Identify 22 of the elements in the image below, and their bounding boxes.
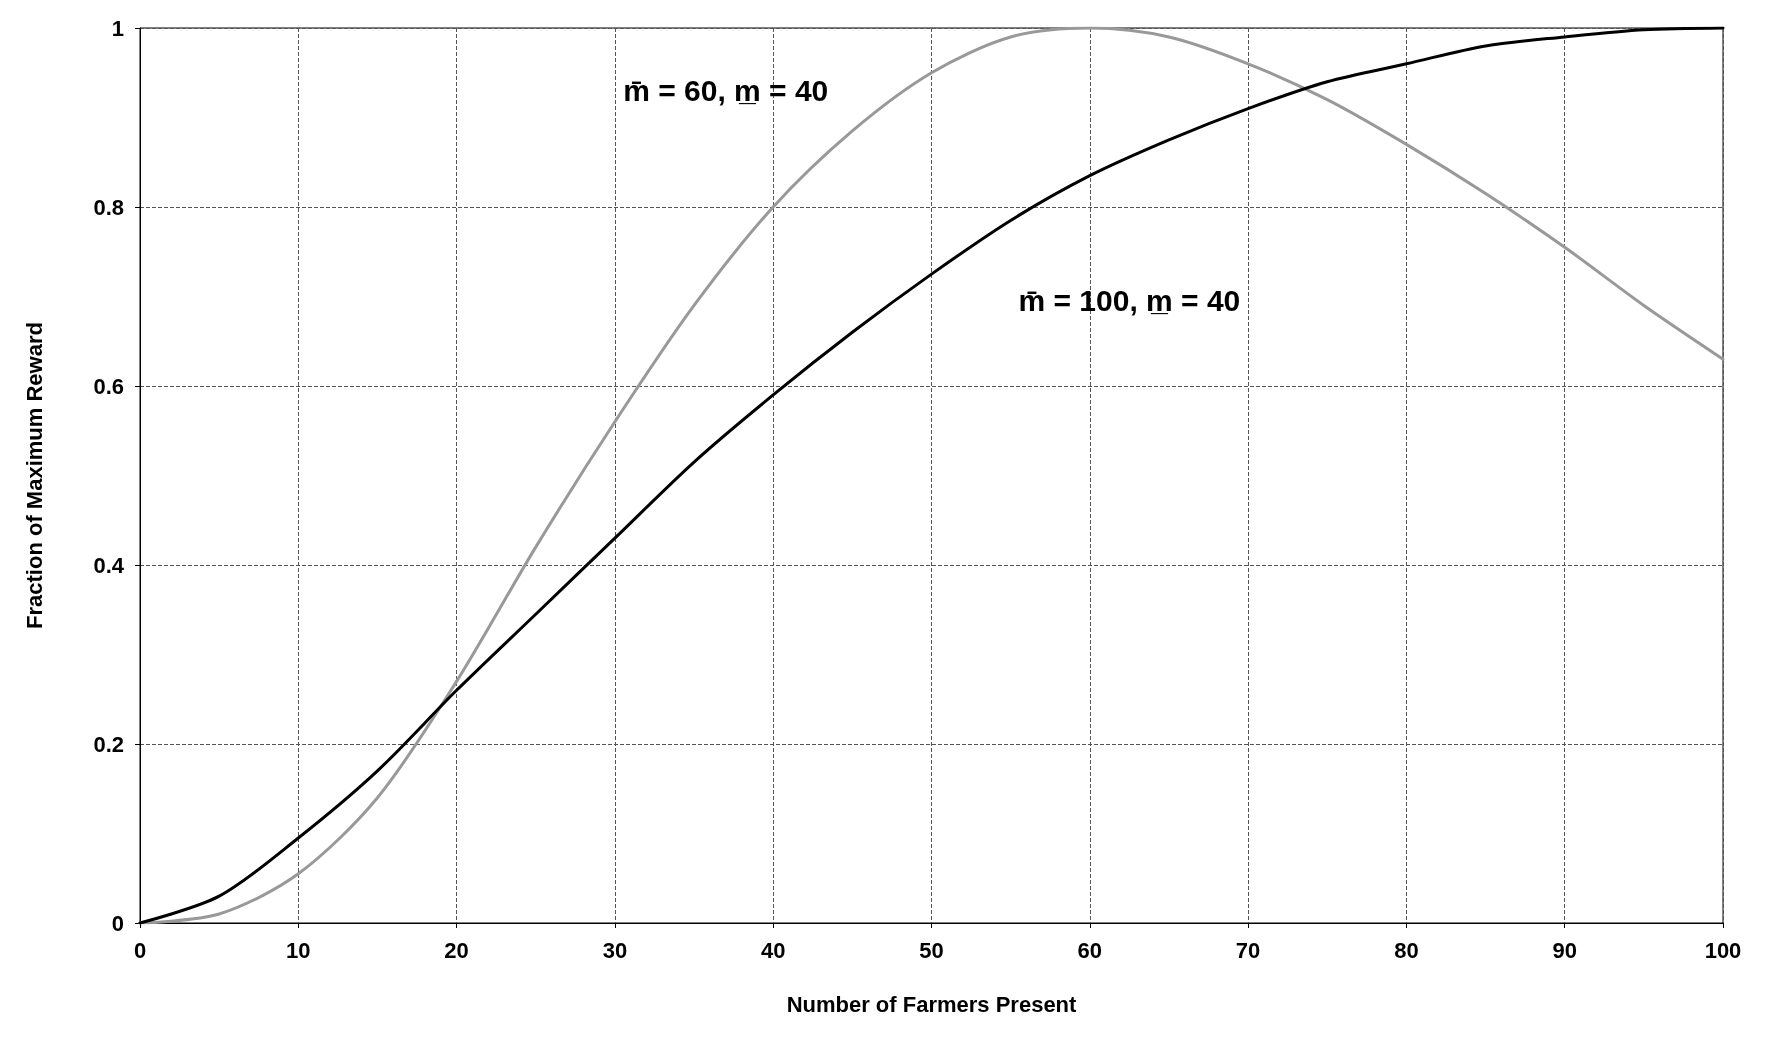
x-tick-label: 10 — [286, 937, 311, 963]
x-tick-label: 40 — [760, 937, 786, 963]
y-tick-label: 0.6 — [93, 373, 124, 399]
x-tick-label: 70 — [1235, 937, 1261, 963]
y-tick-label: 0.8 — [93, 194, 124, 220]
x-tick-label: 0 — [133, 937, 147, 963]
x-tick-label: 60 — [1077, 937, 1103, 963]
x-tick-label: 80 — [1394, 937, 1419, 963]
x-tick-label: 50 — [919, 937, 944, 963]
y-axis-title: Fraction of Maximum Reward — [21, 322, 47, 629]
series-label: m̄ = 100, m̲ = 40 — [1018, 284, 1241, 318]
x-tick-label: 90 — [1552, 937, 1577, 963]
series-label: m̄ = 60, m̲ = 40 — [623, 74, 829, 108]
y-tick-label: 0 — [111, 910, 124, 936]
line-series — [138, 26, 1725, 925]
x-axis-title: Number of Farmers Present — [786, 991, 1078, 1017]
y-tick-label: 1 — [111, 15, 124, 41]
y-tick-label: 0.4 — [93, 552, 125, 578]
x-tick-label: 100 — [1704, 937, 1742, 963]
x-tick-label: 30 — [602, 937, 628, 963]
x-tick-label: 20 — [444, 937, 469, 963]
y-tick-label: 0.2 — [93, 731, 124, 757]
